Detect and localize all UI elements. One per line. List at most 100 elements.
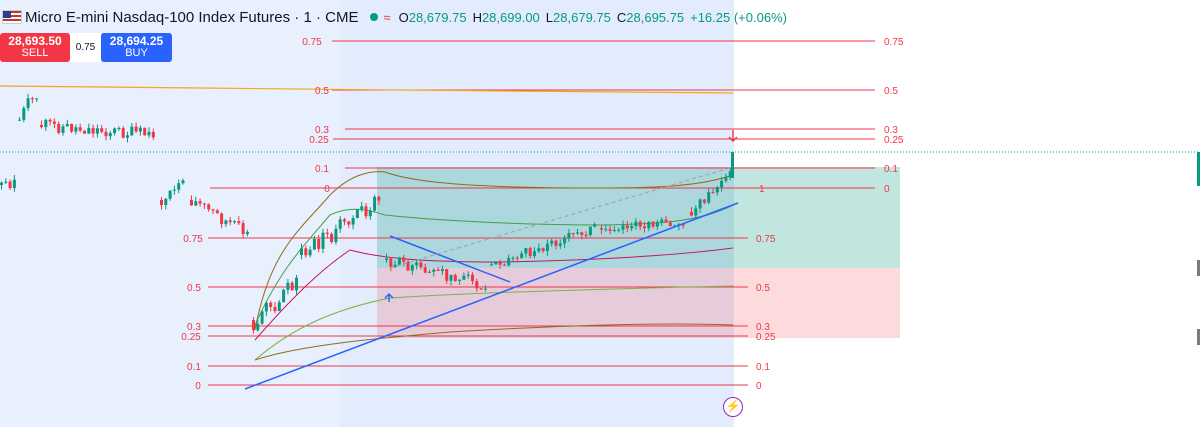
candle-body [406, 261, 410, 271]
fib-left-label-0.5: 0.5 [756, 283, 770, 294]
candle-body [524, 248, 528, 254]
candle-body [368, 210, 372, 217]
candle-body [617, 229, 621, 231]
price-change: +16.25 (+0.06%) [690, 9, 787, 25]
fib-right-label-0.75-left: 0.75 [302, 37, 322, 48]
candle-body [4, 181, 8, 183]
candle-body [471, 274, 474, 282]
candle-body [300, 248, 303, 255]
candle-body [138, 127, 142, 132]
fib-right-label-0-left: 0 [324, 184, 330, 195]
market-status-dot-icon[interactable] [370, 13, 379, 21]
candle-body [567, 232, 571, 238]
candle-body [12, 179, 16, 189]
candle-body [321, 232, 325, 249]
candle-body [65, 123, 69, 127]
candle-body [507, 258, 511, 266]
price-axis-marker [1197, 152, 1200, 186]
trendline-short [389, 235, 511, 283]
indicator-bands [0, 85, 734, 361]
candle-body [419, 262, 423, 268]
fib-right-label-0.1: 0.1 [884, 164, 898, 175]
candle-body [113, 128, 117, 134]
candle-body [44, 119, 48, 128]
candle-body [95, 128, 99, 134]
candle-body [715, 187, 719, 193]
candle-body [588, 226, 592, 235]
candle-body [78, 127, 82, 131]
buy-label: BUY [125, 47, 148, 59]
candle-body [643, 226, 646, 229]
candle-body [385, 258, 388, 260]
sell-price: 28,693.50 [8, 34, 62, 48]
candle-body [690, 212, 693, 216]
candle-body [190, 200, 193, 206]
drawings[interactable] [244, 130, 739, 390]
candle-body [694, 208, 698, 216]
price-axis-marker-grey-2 [1197, 329, 1200, 345]
candle-body [198, 201, 202, 204]
position-profit-zone[interactable] [377, 167, 900, 268]
lightning-icon[interactable]: ⚡ [723, 397, 743, 417]
fib-left-label-0.3: 0.3 [756, 322, 770, 333]
candle-body [277, 302, 281, 312]
buy-button[interactable]: 28,694.25 BUY [101, 33, 172, 62]
candle-body [134, 126, 138, 132]
fib-left-label-0.1: 0.1 [756, 362, 770, 373]
candle-body [202, 203, 206, 205]
candle-body [558, 243, 562, 246]
candle-body [483, 288, 487, 290]
spread-value: 0.75 [70, 33, 101, 62]
candle-body [432, 269, 436, 272]
candle-body [728, 171, 732, 178]
fib-right-label-0.3: 0.3 [884, 125, 898, 136]
symbol-title[interactable]: Micro E-mini Nasdaq-100 Index Futures · … [25, 8, 359, 26]
candle-body [224, 220, 228, 225]
outer-band-2 [254, 323, 734, 361]
candle-body [334, 228, 338, 243]
trade-panel: 28,693.50 SELL 0.75 28,694.25 BUY [0, 33, 172, 62]
candle-body [393, 264, 397, 267]
candle-body [252, 320, 255, 331]
candle-body [533, 251, 536, 256]
candle-body [160, 200, 163, 206]
candle-body [143, 127, 147, 136]
candle-body [304, 248, 308, 256]
us-flag-icon [2, 10, 22, 24]
fib-left-label-0.1-left: 0.1 [187, 362, 201, 373]
fib-left-label-0.25-left: 0.25 [181, 332, 201, 343]
candle-body [343, 219, 346, 222]
candle-body [466, 274, 470, 276]
ohlc-open: O28,679.75 [398, 9, 467, 25]
fib-lines[interactable] [208, 40, 875, 386]
candle-body [260, 311, 264, 324]
candle-body [449, 275, 453, 281]
candle-body [494, 262, 498, 265]
candle-body [177, 183, 181, 190]
candle-body [664, 219, 668, 223]
candle-body [295, 277, 298, 291]
candle-body [612, 230, 616, 232]
candle-body [325, 232, 329, 234]
fib-right-label-0.75: 0.75 [884, 37, 904, 48]
candle-body [48, 119, 52, 122]
candle-body [436, 269, 440, 272]
approx-wave-icon[interactable]: ≈ [383, 9, 391, 25]
candle-body [724, 177, 728, 181]
candle-body [502, 264, 506, 266]
candle-body [364, 206, 368, 217]
candle-body [18, 119, 21, 121]
candle-body [373, 196, 377, 211]
candle-body [498, 262, 502, 265]
candle-body [423, 267, 427, 273]
buy-price: 28,694.25 [109, 34, 164, 48]
symbol-header: Micro E-mini Nasdaq-100 Index Futures · … [0, 6, 787, 28]
candle-body [108, 133, 112, 137]
last-candle [731, 152, 734, 178]
candle-body [30, 98, 34, 100]
sell-button[interactable]: 28,693.50 SELL [0, 33, 70, 62]
candle-body [655, 222, 659, 227]
fib-left-label-0.75: 0.75 [756, 234, 776, 245]
ohlc-close: C28,695.75 [616, 9, 685, 25]
